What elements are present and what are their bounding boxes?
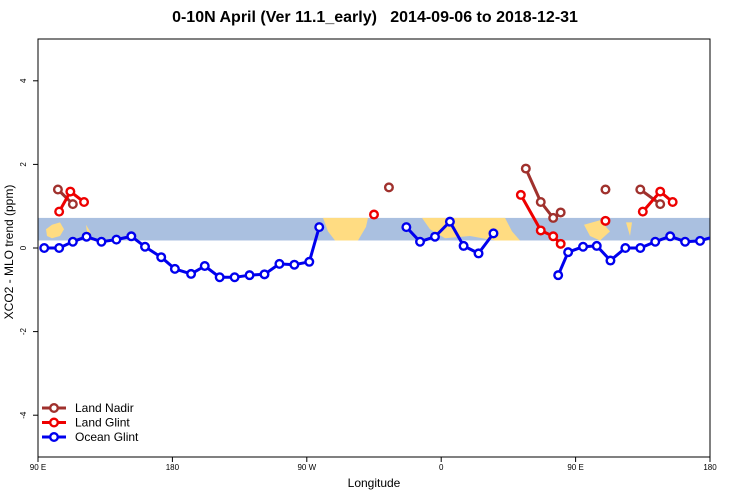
land-glint-point (548, 231, 559, 242)
y-tick-label: -2 (19, 327, 28, 335)
ocean-glint-point (126, 231, 137, 242)
land-glint-point (369, 209, 380, 220)
ocean-glint-point (140, 241, 151, 252)
land-glint-point (535, 225, 546, 236)
ocean-glint-point (741, 253, 749, 261)
land-nadir-point (655, 199, 666, 210)
ocean-glint-point (111, 234, 122, 245)
ocean-glint-point (39, 242, 50, 253)
legend-label-land-nadir: Land Nadir (75, 401, 134, 415)
y-tick-label: -4 (19, 411, 28, 419)
legend-marker-land-nadir (49, 403, 60, 414)
land-nadir-point (635, 184, 646, 195)
ocean-glint-point (591, 240, 602, 251)
ocean-glint-point (553, 270, 564, 281)
ocean-glint-point (488, 228, 499, 239)
land-glint-point (54, 206, 65, 217)
x-tick-label: 90 W (297, 463, 316, 472)
ocean-glint-point (563, 247, 574, 258)
land-nadir-point (520, 163, 531, 174)
plot-border (37, 38, 711, 458)
land-glint-point (555, 238, 566, 249)
ocean-glint-point (473, 248, 484, 259)
series-ocean-glint (39, 216, 749, 283)
x-axis-label: Longitude (347, 476, 401, 490)
ocean-glint-point (67, 236, 78, 247)
land-patch (626, 222, 632, 236)
x-tick-label: 0 (439, 463, 444, 472)
land-nadir-point (548, 212, 559, 223)
ocean-glint-point (444, 216, 455, 227)
x-tick-label: 90 E (30, 463, 46, 472)
ocean-glint-point (620, 242, 631, 253)
ocean-glint-point (695, 235, 706, 246)
land-glint-point (79, 197, 90, 208)
ocean-glint-point (169, 263, 180, 274)
land-nadir-point (555, 207, 566, 218)
land-nadir-point (535, 197, 546, 208)
land-patch (46, 222, 64, 239)
ocean-glint-point (635, 242, 646, 253)
x-tick-label: 90 E (567, 463, 583, 472)
ocean-glint-point (214, 272, 225, 283)
ocean-glint-point (274, 258, 285, 269)
ocean-glint-point (605, 255, 616, 266)
land-nadir-point (383, 182, 394, 193)
legend-label-ocean-glint: Ocean Glint (75, 430, 139, 444)
land-nadir-point (67, 199, 78, 210)
x-tick-label: 180 (703, 463, 717, 472)
ocean-glint-point (650, 236, 661, 247)
ocean-glint-point (54, 242, 65, 253)
ocean-glint-point (259, 269, 270, 280)
ocean-glint-point (709, 235, 710, 237)
ocean-glint-point (401, 222, 412, 233)
ocean-glint-point (415, 236, 426, 247)
legend-marker-land-glint (49, 417, 60, 428)
axis-ticks: 90 E 180 90 W 0 90 E 180 -4 -2 0 2 4 (19, 78, 717, 472)
ocean-glint-point (289, 259, 300, 270)
series-layer (39, 163, 749, 283)
y-tick-label: 2 (19, 162, 28, 167)
series-land-glint (54, 186, 678, 249)
ocean-glint-point (680, 236, 691, 247)
ocean-glint-point (96, 236, 107, 247)
ocean-glint-point (244, 270, 255, 281)
ocean-glint-point (199, 260, 210, 271)
land-glint-point (515, 189, 526, 200)
ocean-glint-point (156, 252, 167, 263)
land-nadir-point (52, 184, 63, 195)
legend-label-land-glint: Land Glint (75, 416, 130, 430)
ocean-glint-point (458, 240, 469, 251)
y-tick-label: 0 (19, 245, 28, 250)
y-tick-label: 4 (19, 78, 28, 83)
x-tick-label: 180 (166, 463, 180, 472)
chart-title: 0-10N April (Ver 11.1_early) 2014-09-06 … (172, 9, 578, 26)
y-axis-label: XCO2 - MLO trend (ppm) (2, 184, 16, 320)
land-glint-point (655, 186, 666, 197)
ocean-glint-point (314, 222, 325, 233)
legend-marker-ocean-glint (49, 432, 60, 443)
ocean-glint-point (229, 272, 240, 283)
land-glint-point (600, 215, 611, 226)
land-glint-point (667, 197, 678, 208)
ocean-glint-point (304, 256, 315, 267)
ocean-glint-point (186, 268, 197, 279)
series-land-nadir (52, 163, 666, 223)
ocean-glint-point (81, 231, 92, 242)
ocean-glint-point (726, 244, 734, 252)
ocean-glint-point (578, 241, 589, 252)
land-nadir-point (600, 184, 611, 195)
land-glint-point (65, 186, 76, 197)
land-patch (323, 217, 368, 241)
land-glint-point (637, 206, 648, 217)
ocean-glint-point (665, 231, 676, 242)
ocean-glint-point (429, 231, 440, 242)
land-glint-line (519, 194, 562, 245)
